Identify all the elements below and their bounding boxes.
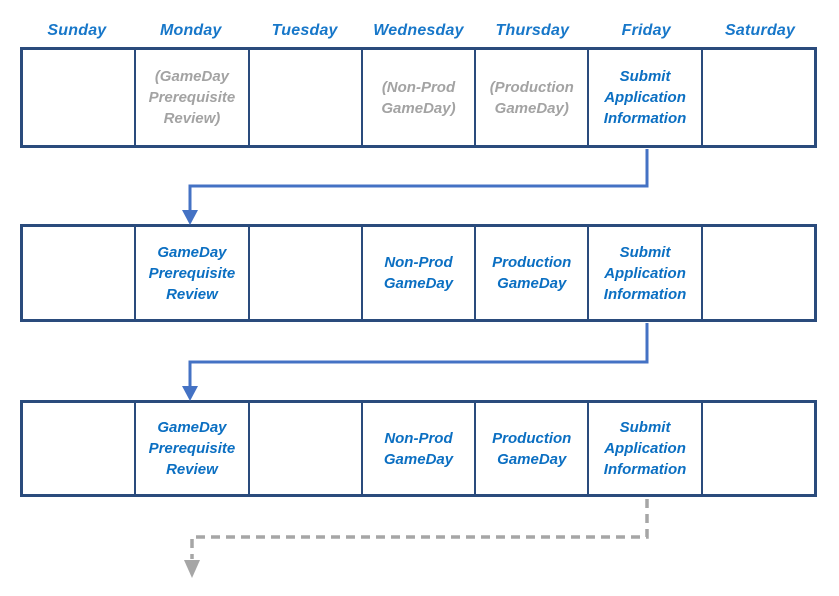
week3-monday-cell: GameDay Prerequisite Review <box>134 403 247 494</box>
week1-thursday-cell: (Production GameDay) <box>474 50 587 145</box>
week2-sunday-cell <box>23 227 134 319</box>
week3-friday-cell: Submit Application Information <box>587 403 700 494</box>
week3-tuesday-cell <box>247 403 361 494</box>
weekday-label-wednesday: Wednesday <box>373 22 464 39</box>
week2-tuesday-cell <box>247 227 361 319</box>
week3-saturday-cell <box>700 403 814 494</box>
week1-tuesday-cell <box>247 50 361 145</box>
flow-arrow-week3-continues <box>184 499 649 578</box>
week2-wednesday-cell: Non-Prod GameDay <box>360 227 474 319</box>
week2-monday-cell: GameDay Prerequisite Review <box>134 227 247 319</box>
week1-saturday-cell <box>700 50 814 145</box>
arrowhead-down-icon <box>182 210 198 225</box>
weekday-label-monday: Monday <box>159 22 222 39</box>
week3-sunday-cell <box>23 403 134 494</box>
week2-saturday-cell <box>700 227 814 319</box>
week1-sunday-cell <box>23 50 134 145</box>
week-row-3: GameDay Prerequisite Review Non-Prod Gam… <box>20 400 817 497</box>
week2-friday-cell: Submit Application Information <box>587 227 700 319</box>
week3-thursday-cell: Production GameDay <box>474 403 587 494</box>
week-row-1: (GameDay Prerequisite Review) (Non-Prod … <box>20 47 817 148</box>
week2-thursday-cell: Production GameDay <box>474 227 587 319</box>
weekday-label-friday: Friday <box>621 22 671 39</box>
flow-arrow-week1-to-week2 <box>182 149 649 225</box>
week3-wednesday-cell: Non-Prod GameDay <box>360 403 474 494</box>
weekday-label-saturday: Saturday <box>725 22 796 39</box>
week1-friday-cell: Submit Application Information <box>587 50 700 145</box>
weekday-label-tuesday: Tuesday <box>271 22 338 39</box>
weekday-header-row: Sunday Monday Tuesday Wednesday Thursday… <box>20 19 817 43</box>
week1-wednesday-cell: (Non-Prod GameDay) <box>360 50 474 145</box>
weekday-label-thursday: Thursday <box>495 22 570 39</box>
week-row-2: GameDay Prerequisite Review Non-Prod Gam… <box>20 224 817 322</box>
weekday-label-sunday: Sunday <box>47 22 107 39</box>
arrowhead-down-icon <box>182 386 198 401</box>
week1-monday-cell: (GameDay Prerequisite Review) <box>134 50 247 145</box>
arrowhead-down-icon <box>184 560 200 578</box>
flow-arrow-week2-to-week3 <box>182 323 649 401</box>
